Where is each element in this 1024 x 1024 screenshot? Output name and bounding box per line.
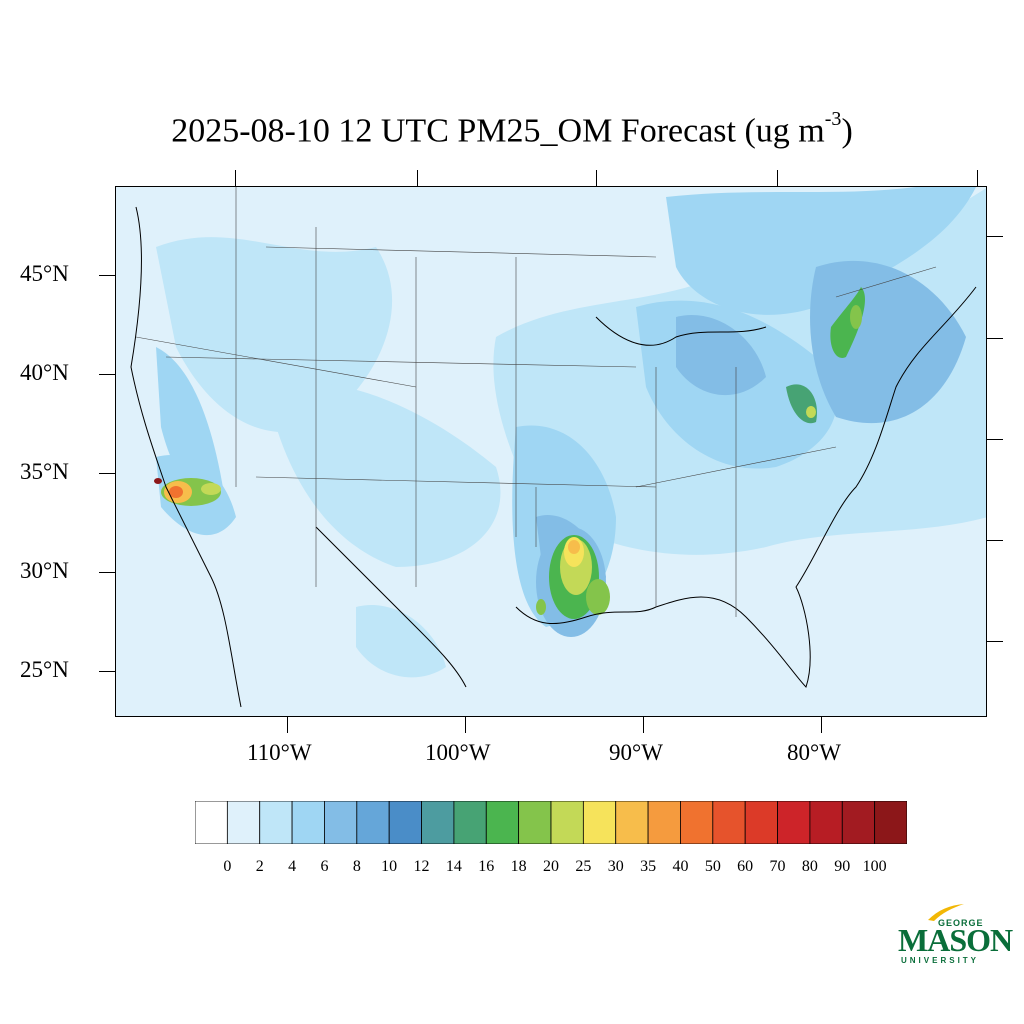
colorbar-label: 100 (862, 858, 887, 875)
state-borders (135, 187, 937, 617)
colorbar-swatch (453, 801, 487, 844)
colorbar-label: 60 (737, 858, 754, 875)
colorbar-swatch (582, 801, 617, 844)
lon-label-110: 110°W (247, 740, 312, 765)
george-mason-logo: GEORGE MASON UNIVERSITY (898, 900, 1013, 970)
top-tick (777, 170, 778, 186)
left-tick (99, 671, 115, 672)
bottom-tick (465, 717, 466, 733)
bottom-tick (287, 717, 288, 733)
left-tick (99, 275, 115, 276)
colorbar-swatch (777, 801, 811, 844)
right-tick (987, 439, 1003, 440)
left-tick (99, 374, 115, 375)
colorbar (195, 801, 907, 844)
colorbar-swatch (841, 801, 876, 844)
left-tick (99, 572, 115, 573)
colorbar-swatch (615, 801, 649, 844)
colorbar-label: 18 (510, 858, 527, 875)
lat-label-25: 25°N (20, 657, 69, 682)
colorbar-swatch (421, 801, 455, 844)
top-tick (235, 170, 236, 186)
right-tick (987, 641, 1003, 642)
logo-line-mason: MASON (898, 922, 1013, 958)
plume-louisiana-east-texas (536, 527, 610, 637)
top-tick (417, 170, 418, 186)
colorbar-swatch (226, 801, 261, 844)
colorbar-swatch (518, 801, 552, 844)
colorbar-swatch (356, 801, 390, 844)
map-canvas (116, 187, 986, 716)
colorbar-label: 35 (640, 858, 657, 875)
logo-swoosh-icon (928, 904, 964, 921)
bottom-tick (821, 717, 822, 733)
colorbar-label: 12 (413, 858, 430, 875)
coastlines (130, 206, 977, 708)
lon-label-80: 80°W (787, 740, 841, 765)
colorbar-label: 16 (478, 858, 495, 875)
page-title: 2025-08-10 12 UTC PM25_OM Forecast (ug m… (0, 108, 1024, 150)
lat-label-35: 35°N (20, 459, 69, 484)
colorbar-label: 10 (381, 858, 398, 875)
colorbar-label: 4 (288, 858, 297, 875)
colorbar-label: 50 (704, 858, 721, 875)
colorbar-label: 0 (223, 858, 232, 875)
right-tick (987, 338, 1003, 339)
bottom-tick (643, 717, 644, 733)
colorbar-swatch (485, 801, 520, 844)
colorbar-swatch (744, 801, 778, 844)
logo-line-university: UNIVERSITY (901, 956, 980, 965)
plume-northeast-corridor (786, 287, 866, 424)
lat-label-40: 40°N (20, 360, 69, 385)
title-close: ) (841, 112, 853, 150)
colorbar-label: 25 (575, 858, 592, 875)
colorbar-swatch (324, 801, 358, 844)
colorbar-swatch (647, 801, 681, 844)
colorbar-label: 90 (834, 858, 851, 875)
concentration-fields (156, 187, 986, 678)
right-tick (987, 540, 1003, 541)
colorbar-swatch (874, 801, 907, 844)
colorbar-label: 8 (352, 858, 361, 875)
left-tick (99, 473, 115, 474)
colorbar-swatch (195, 801, 228, 844)
colorbar-label: 70 (769, 858, 786, 875)
plume-southern-california (154, 478, 221, 506)
lat-label-45: 45°N (20, 261, 69, 286)
colorbar-swatch (388, 801, 422, 844)
colorbar-label: 80 (801, 858, 818, 875)
logo-line-george: GEORGE (938, 918, 984, 928)
colorbar-swatch (809, 801, 843, 844)
colorbar-label: 20 (543, 858, 559, 875)
forecast-map (115, 186, 987, 717)
colorbar-label: 40 (672, 858, 689, 875)
lat-label-30: 30°N (20, 558, 69, 583)
colorbar-swatch (680, 801, 714, 844)
lon-label-90: 90°W (609, 740, 663, 765)
title-superscript: -3 (824, 108, 842, 130)
right-tick (987, 236, 1003, 237)
colorbar-label: 6 (320, 858, 329, 875)
colorbar-swatch (550, 801, 584, 844)
colorbar-label: 30 (607, 858, 624, 875)
colorbar-swatch (259, 801, 293, 844)
top-tick (596, 170, 597, 186)
colorbar-swatch (291, 801, 325, 844)
top-tick (977, 170, 978, 186)
colorbar-swatch (712, 801, 746, 844)
colorbar-label: 14 (445, 858, 462, 875)
title-text: 2025-08-10 12 UTC PM25_OM Forecast (ug m (171, 112, 825, 150)
lon-label-100: 100°W (425, 740, 491, 765)
colorbar-label: 2 (255, 858, 264, 875)
